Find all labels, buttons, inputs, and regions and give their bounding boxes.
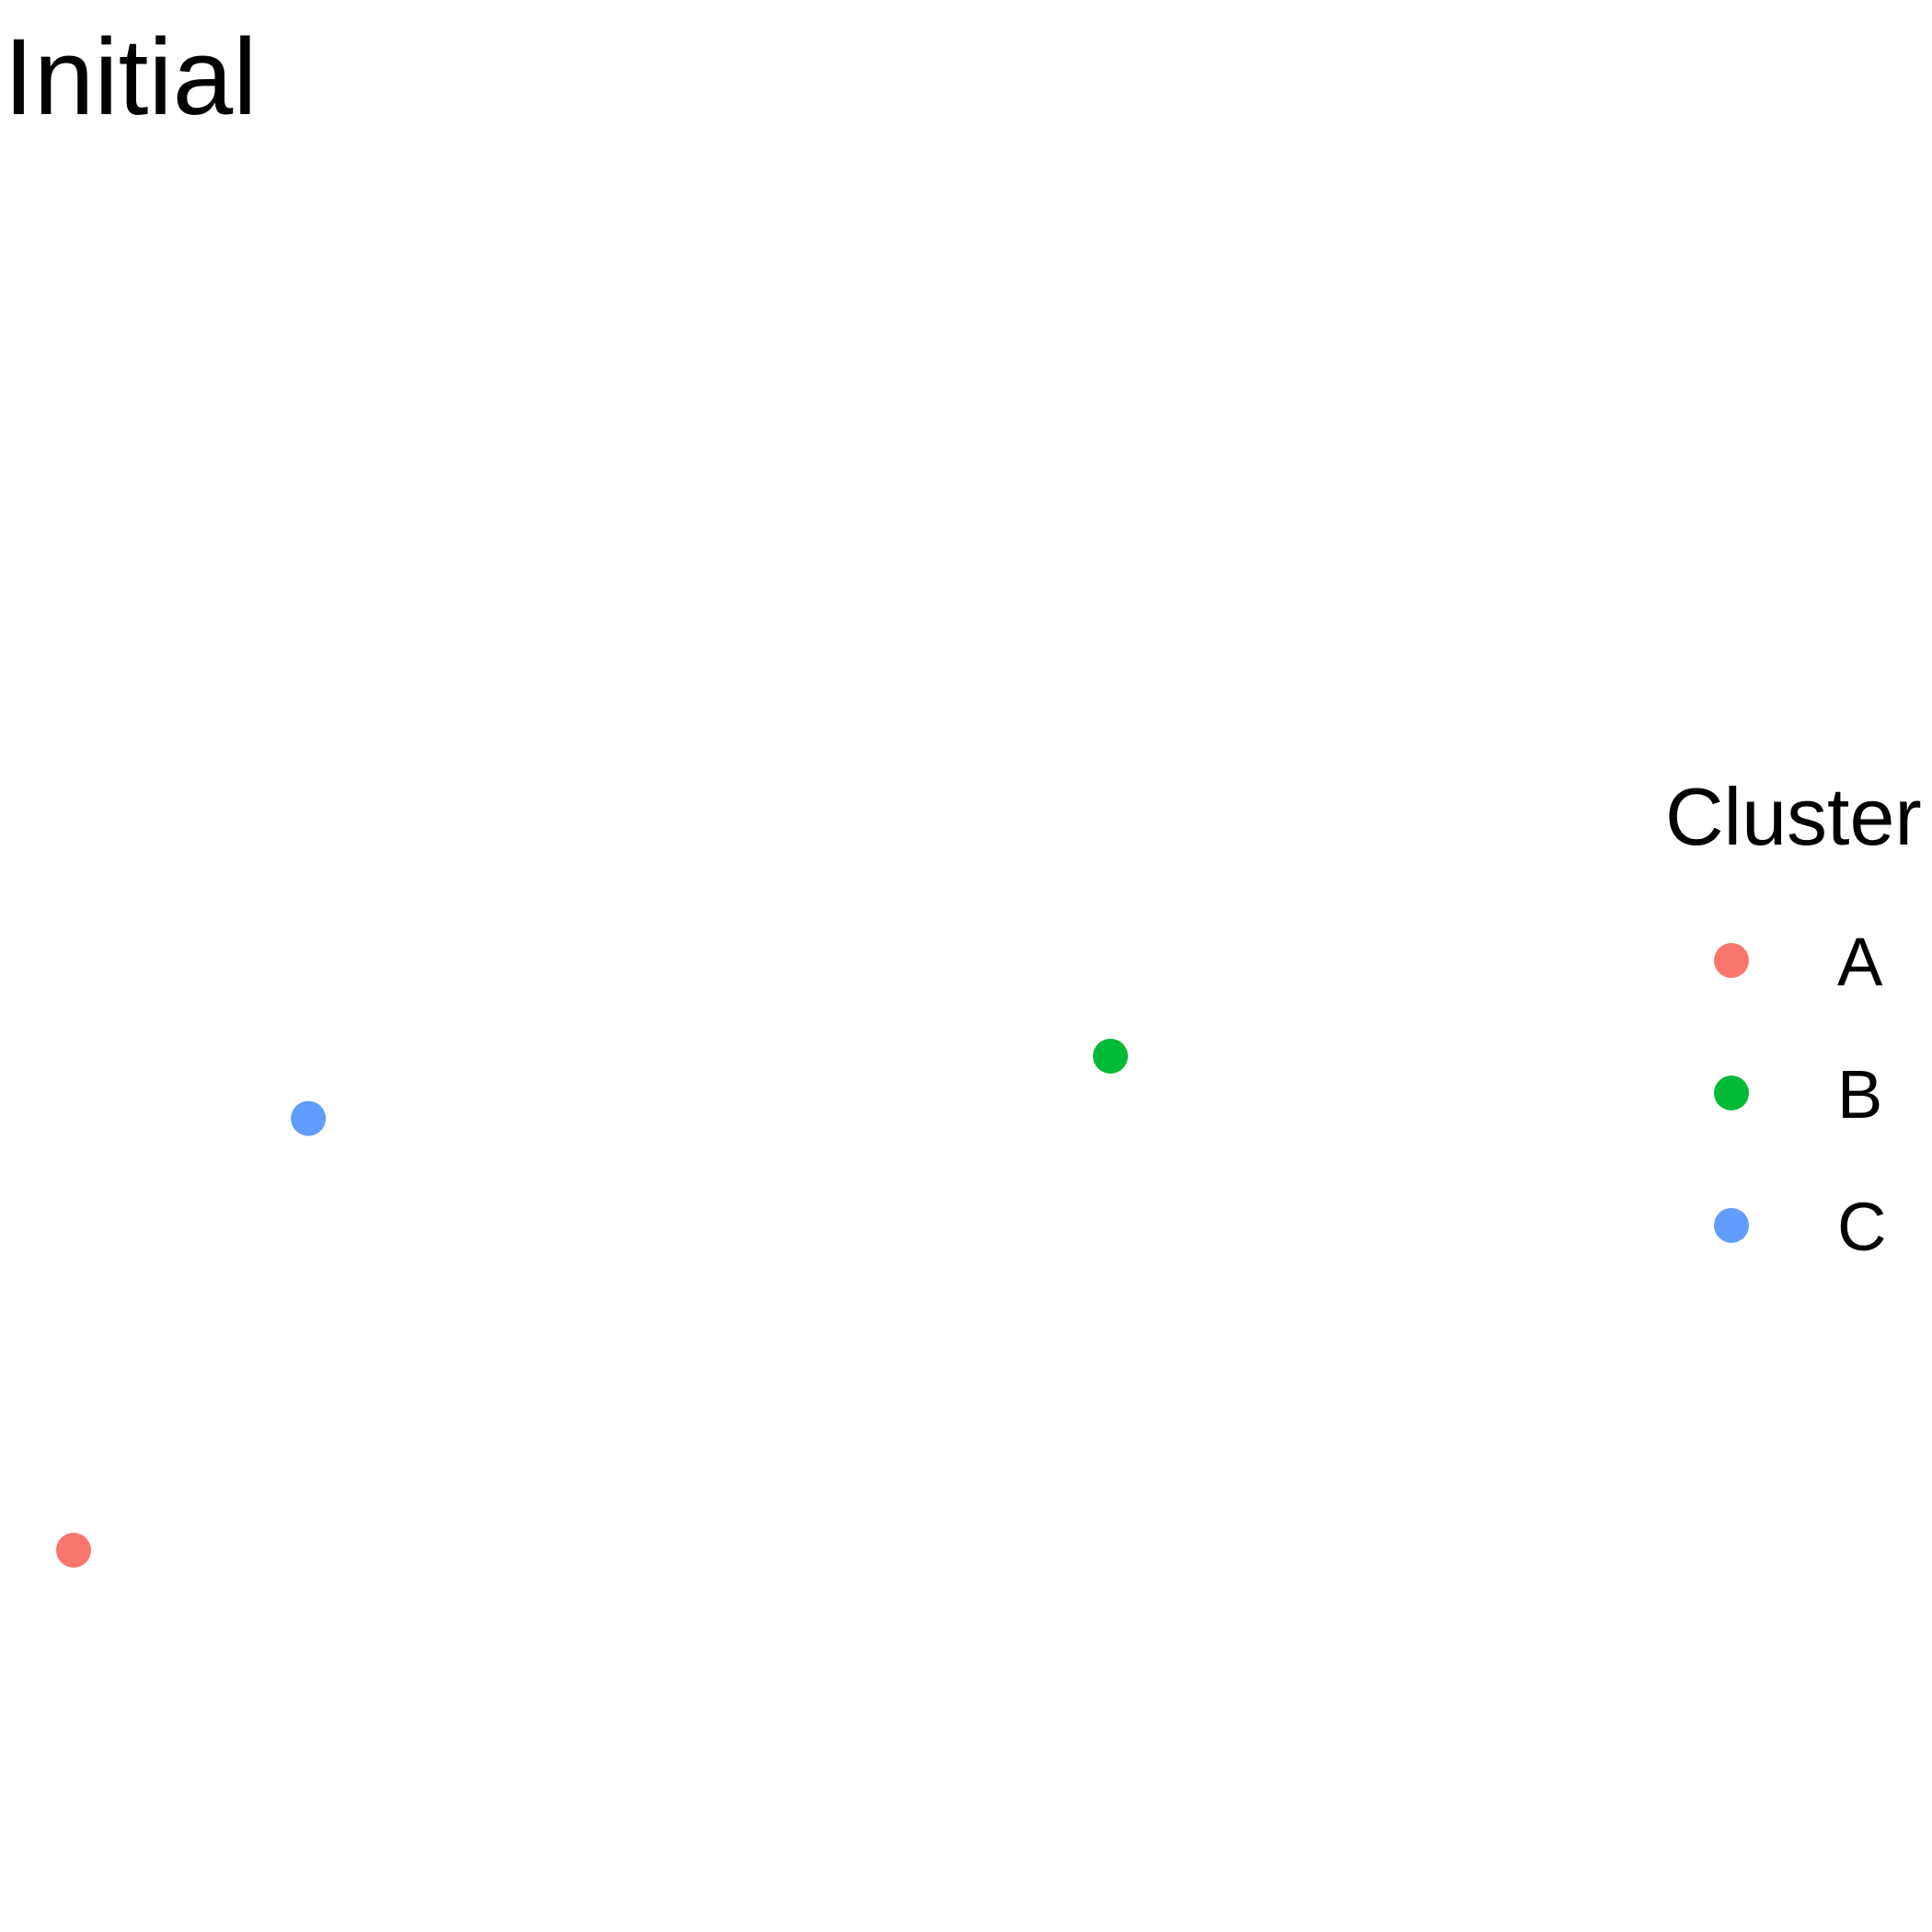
legend: Cluster ABC — [1665, 771, 1922, 1265]
legend-key-b — [1714, 1075, 1749, 1110]
data-point-a — [56, 1533, 91, 1568]
legend-key-a — [1714, 943, 1749, 978]
chart-title: Initial — [4, 17, 257, 138]
legend-label-a: A — [1837, 924, 1883, 1000]
points-layer — [56, 1039, 1128, 1568]
legend-label-c: C — [1837, 1189, 1886, 1265]
legend-title: Cluster — [1665, 771, 1922, 862]
legend-items: ABC — [1714, 924, 1886, 1265]
data-point-b — [1093, 1039, 1128, 1074]
legend-label-b: B — [1837, 1056, 1882, 1133]
data-point-c — [291, 1100, 327, 1136]
legend-key-c — [1714, 1208, 1749, 1243]
